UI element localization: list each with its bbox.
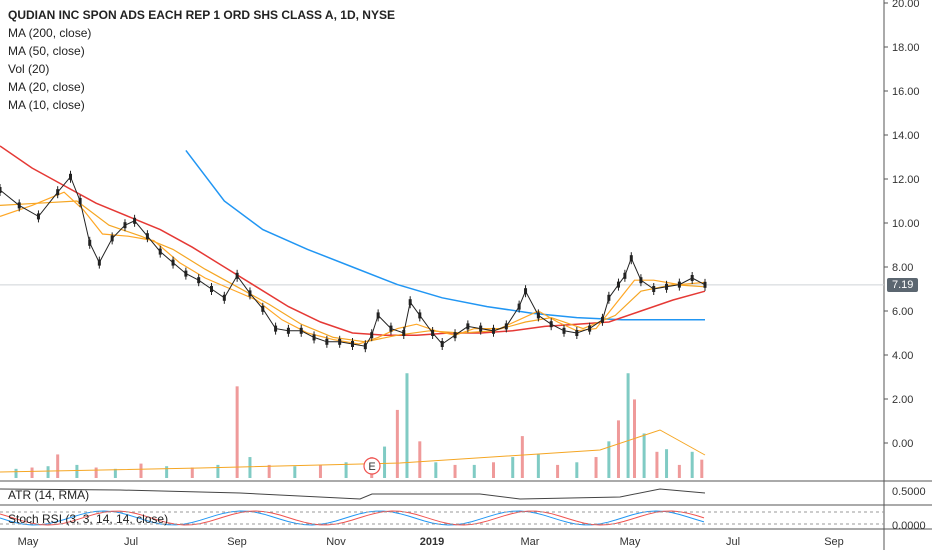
legend-ma10[interactable]: MA (10, close) xyxy=(8,98,85,112)
volume-bar xyxy=(575,462,579,478)
y-tick-label: 16.00 xyxy=(892,86,920,98)
earnings-marker-label: E xyxy=(368,461,375,473)
volume-bar xyxy=(139,463,143,478)
x-tick-label: Jul xyxy=(726,536,740,548)
volume-bar xyxy=(665,449,669,478)
volume-bar xyxy=(248,457,252,478)
earnings-marker xyxy=(363,457,381,475)
volume-bar xyxy=(344,462,348,478)
volume-bar xyxy=(418,441,422,478)
y-tick-label: 4.00 xyxy=(892,350,913,362)
ma20-line xyxy=(0,200,706,343)
volume-bar xyxy=(520,436,524,478)
symbol-title: QUDIAN INC SPON ADS EACH REP 1 ORD SHS C… xyxy=(8,8,395,22)
volume-bar xyxy=(556,464,560,478)
volume-bar xyxy=(642,433,646,478)
x-tick-label: May xyxy=(620,536,641,548)
volume-bar xyxy=(626,373,630,478)
x-tick-label: Nov xyxy=(326,536,346,548)
x-tick-label: Sep xyxy=(824,536,844,548)
volume-bar xyxy=(165,466,169,478)
last-price-tag: 7.19 xyxy=(887,278,919,292)
volume-bar xyxy=(94,467,98,478)
atr-tick-label: 0.5000 xyxy=(892,486,926,498)
candle-body xyxy=(703,281,707,288)
y-tick-label: 0.00 xyxy=(892,438,913,450)
volume-bar xyxy=(56,454,60,478)
volume-bar xyxy=(383,446,387,478)
atr-label[interactable]: ATR (14, RMA) xyxy=(8,488,90,502)
volume-bar xyxy=(472,464,476,478)
legend-ma20[interactable]: MA (20, close) xyxy=(8,80,85,94)
y-tick-label: 8.00 xyxy=(892,262,913,274)
y-tick-label: 20.00 xyxy=(892,0,920,10)
volume-bar xyxy=(75,464,79,478)
volume-bar xyxy=(190,467,194,478)
chart-legend: QUDIAN INC SPON ADS EACH REP 1 ORD SHS C… xyxy=(8,6,395,114)
x-tick-label: Sep xyxy=(227,536,247,548)
y-tick-label: 2.00 xyxy=(892,394,913,406)
volume-bar xyxy=(700,459,704,478)
price-line xyxy=(0,175,706,347)
ma50-line xyxy=(0,145,706,336)
volume-bar xyxy=(318,464,322,478)
volume-bar xyxy=(405,373,409,478)
stoch-k-line xyxy=(0,510,705,526)
volume-bar xyxy=(607,441,611,478)
atr-line xyxy=(0,488,706,500)
stoch-d-line xyxy=(0,510,705,526)
volume-bar xyxy=(235,386,239,478)
stoch-rsi-label[interactable]: Stoch RSI (3, 3, 14, 14, close) xyxy=(8,512,169,526)
volume-bar xyxy=(216,464,220,478)
x-tick-label: 2019 xyxy=(420,536,444,548)
volume-bar xyxy=(267,464,271,478)
stoch-tick-label: 0.0000 xyxy=(892,520,926,532)
volume-bar xyxy=(677,464,681,478)
volume-ma-line xyxy=(0,429,706,473)
volume-bar xyxy=(511,457,515,478)
x-tick-label: May xyxy=(18,536,39,548)
y-tick-label: 18.00 xyxy=(892,42,920,54)
volume-bar xyxy=(30,467,34,478)
volume-bar xyxy=(395,409,399,478)
volume-bar xyxy=(536,454,540,478)
volume-bar xyxy=(113,468,117,478)
volume-bar xyxy=(492,462,495,478)
x-tick-label: Mar xyxy=(521,536,540,548)
legend-ma50[interactable]: MA (50, close) xyxy=(8,44,85,58)
volume-bar xyxy=(655,451,659,478)
y-tick-label: 6.00 xyxy=(892,306,913,318)
volume-bar xyxy=(14,468,18,478)
volume-bar xyxy=(616,420,620,478)
y-tick-label: 10.00 xyxy=(892,218,920,230)
volume-bar xyxy=(293,466,297,478)
y-tick-label: 12.00 xyxy=(892,174,920,186)
volume-bar xyxy=(594,457,598,478)
volume-bar xyxy=(453,464,457,478)
legend-ma200[interactable]: MA (200, close) xyxy=(8,26,92,40)
x-tick-label: Jul xyxy=(124,536,138,548)
volume-bar xyxy=(434,462,438,478)
y-tick-label: 14.00 xyxy=(892,130,920,142)
volume-bar xyxy=(690,451,694,478)
volume-bar xyxy=(46,466,50,478)
ma200-line xyxy=(185,149,705,321)
legend-vol[interactable]: Vol (20) xyxy=(8,62,50,76)
ma10-line xyxy=(0,191,706,345)
